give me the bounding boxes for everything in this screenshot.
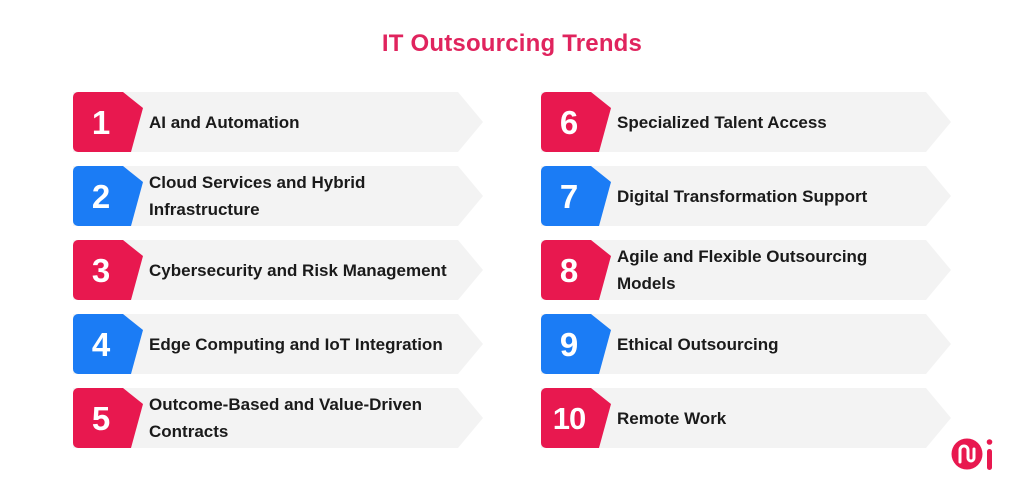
trend-item: 1 AI and Automation [73, 92, 485, 152]
trend-card [73, 166, 483, 226]
trend-label: Digital Transformation Support [617, 186, 868, 206]
brand-logo-icon [951, 437, 993, 471]
trend-number: 6 [559, 103, 579, 141]
number-badge [73, 92, 143, 152]
trend-item: 9 Ethical Outsourcing [541, 314, 953, 374]
number-badge [73, 240, 143, 300]
trend-label: Outcome-Based and Value-Driven Contracts [149, 395, 423, 441]
trend-number: 2 [91, 177, 111, 215]
trend-item: 3 Cybersecurity and Risk Management [73, 240, 485, 300]
trend-card [73, 388, 483, 448]
trend-item: 10 Remote Work [541, 388, 953, 448]
trend-card [541, 92, 951, 152]
trend-item: 7 Digital Transformation Support [541, 166, 953, 226]
number-badge [541, 388, 611, 448]
trend-number: 7 [559, 177, 579, 215]
trend-number: 9 [559, 325, 579, 363]
trend-item: 5 Outcome-Based and Value-Driven Contrac… [73, 388, 485, 448]
number-badge [73, 388, 143, 448]
trend-number: 8 [559, 251, 579, 289]
trend-label: Agile and Flexible Outsourcing Models [617, 247, 868, 293]
trend-label: Cybersecurity and Risk Management [149, 260, 447, 280]
trend-label: Edge Computing and IoT Integration [149, 334, 443, 354]
trend-number: 1 [91, 103, 111, 141]
trend-number: 5 [91, 399, 111, 437]
page-title: IT Outsourcing Trends [381, 30, 643, 57]
trend-label: Specialized Talent Access [617, 112, 827, 132]
number-badge [73, 314, 143, 374]
number-badge [541, 240, 611, 300]
number-badge [73, 166, 143, 226]
trend-number: 3 [91, 251, 111, 289]
trend-card [541, 166, 951, 226]
trend-item: 4 Edge Computing and IoT Integration [73, 314, 485, 374]
trend-label: Cloud Services and Hybrid Infrastructure [149, 173, 366, 219]
trends-column-left: 1 AI and Automation 2 Cloud Services and… [73, 92, 485, 462]
number-badge [541, 92, 611, 152]
trend-item: 2 Cloud Services and Hybrid Infrastructu… [73, 166, 485, 226]
trend-card [73, 240, 483, 300]
trend-card [541, 240, 951, 300]
trend-number: 10 [552, 400, 586, 436]
trend-label: AI and Automation [149, 112, 300, 132]
trend-item: 6 Specialized Talent Access [541, 92, 953, 152]
trends-column-right: 6 Specialized Talent Access 7 Digital Tr… [541, 92, 953, 462]
trend-label: Ethical Outsourcing [617, 334, 779, 354]
trend-card [73, 92, 483, 152]
trend-card [541, 314, 951, 374]
trend-item: 8 Agile and Flexible Outsourcing Models [541, 240, 953, 300]
trend-number: 4 [91, 325, 111, 363]
trend-card [541, 388, 951, 448]
number-badge [541, 166, 611, 226]
number-badge [541, 314, 611, 374]
trend-label: Remote Work [617, 408, 727, 428]
trend-card [73, 314, 483, 374]
